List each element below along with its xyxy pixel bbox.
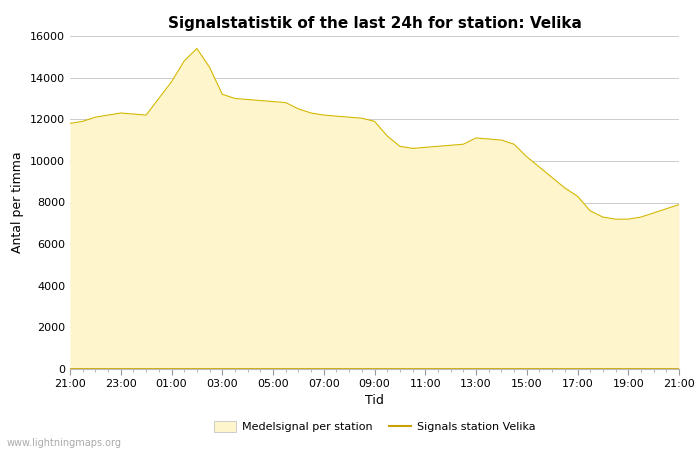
X-axis label: Tid: Tid: [365, 394, 384, 407]
Legend: Medelsignal per station, Signals station Velika: Medelsignal per station, Signals station…: [209, 416, 540, 436]
Title: Signalstatistik of the last 24h for station: Velika: Signalstatistik of the last 24h for stat…: [167, 16, 582, 31]
Y-axis label: Antal per timma: Antal per timma: [11, 152, 25, 253]
Text: www.lightningmaps.org: www.lightningmaps.org: [7, 438, 122, 448]
